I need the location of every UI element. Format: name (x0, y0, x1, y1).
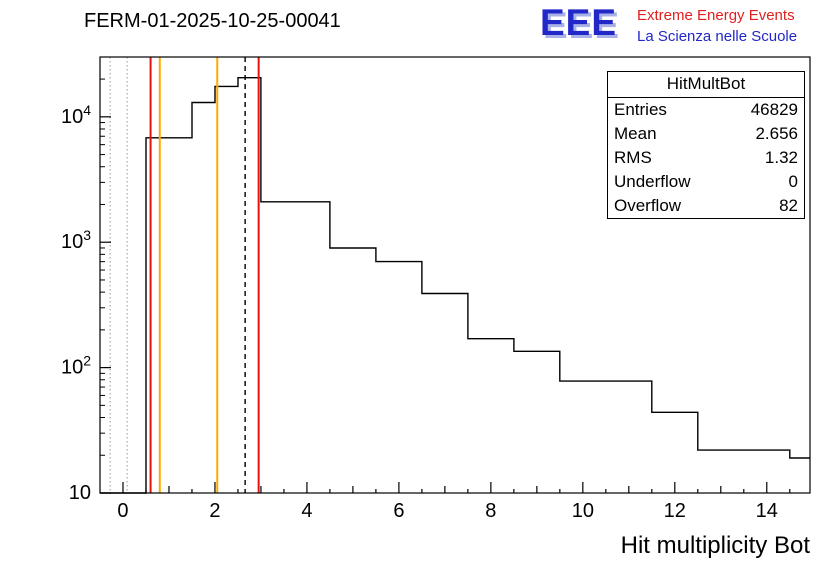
stats-row-rms: RMS 1.32 (608, 146, 804, 170)
x-tick-label: 6 (393, 500, 404, 522)
eee-acronym-text: EEE (540, 2, 618, 43)
stats-row-underflow: Underflow 0 (608, 170, 804, 194)
eee-acronym: EEE EEE (540, 4, 628, 46)
stats-row-mean: Mean 2.656 (608, 122, 804, 146)
logo-line2: La Scienza nelle Scuole (637, 28, 798, 45)
stats-value: 2.656 (755, 124, 798, 143)
stats-value: 1.32 (764, 148, 798, 167)
stats-value: 46829 (750, 100, 798, 119)
stats-row-entries: Entries 46829 (608, 98, 804, 122)
y-tick-label: 10 (69, 482, 91, 504)
plot-frame (99, 56, 811, 494)
stats-value: 82 (779, 196, 798, 215)
x-tick-label: 8 (485, 500, 496, 522)
eee-acronym-shadow: EEE (543, 5, 621, 46)
eee-logo-text: Extreme Energy Events La Scienza nelle S… (637, 4, 797, 45)
x-tick-label: 10 (572, 500, 594, 522)
x-axis-title: Hit multiplicity Bot (620, 532, 810, 559)
x-tick-label: 14 (756, 500, 778, 522)
stats-box-title: HitMultBot (608, 72, 804, 98)
x-tick-label: 2 (209, 500, 220, 522)
logo-line1: Extreme Energy Events (637, 7, 795, 24)
stats-value: 0 (788, 172, 798, 191)
stats-row-overflow: Overflow 82 (608, 194, 804, 218)
stats-label: Overflow (614, 196, 682, 215)
y-tick-label: 104 (61, 102, 91, 128)
stats-label: Underflow (614, 172, 691, 191)
page-title: FERM-01-2025-10-25-00041 (84, 10, 341, 32)
x-tick-label: 12 (664, 500, 686, 522)
stats-box: HitMultBot Entries 46829 Mean 2.656 RMS … (607, 71, 805, 219)
stats-label: RMS (614, 148, 652, 167)
eee-logo: EEE EEE Extreme Energy Events La Scienza… (540, 4, 797, 46)
stats-label: Mean (614, 124, 657, 143)
histogram-outline (100, 77, 810, 494)
x-tick-label: 4 (301, 500, 312, 522)
y-tick-label: 103 (61, 227, 91, 253)
x-tick-label: 0 (117, 500, 128, 522)
y-tick-label: 102 (61, 353, 91, 379)
stats-label: Entries (614, 100, 667, 119)
